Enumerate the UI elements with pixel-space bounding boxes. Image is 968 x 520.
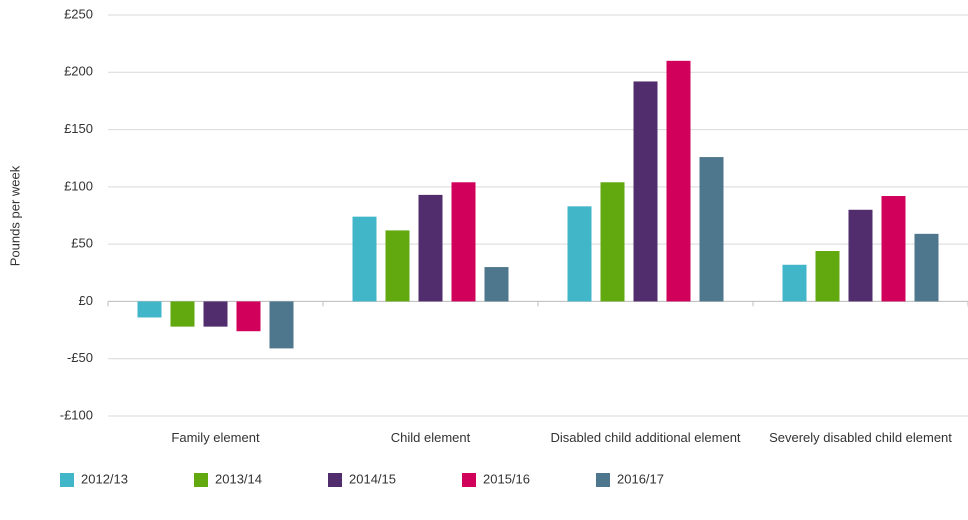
bar: [815, 251, 840, 302]
bar: [203, 301, 228, 327]
bar: [633, 81, 658, 302]
x-tick-label: Child element: [390, 430, 471, 445]
bar: [418, 194, 443, 302]
legend-swatch: [596, 473, 610, 487]
bar: [451, 182, 476, 302]
legend-swatch: [60, 473, 74, 487]
legend-swatch: [462, 473, 476, 487]
legend-label: 2012/13: [81, 471, 128, 486]
bar: [699, 157, 724, 302]
bar: [881, 196, 906, 302]
bar: [484, 267, 509, 302]
legend-label: 2016/17: [617, 471, 664, 486]
bar: [666, 60, 691, 302]
legend-label: 2015/16: [483, 471, 530, 486]
bar: [914, 233, 939, 302]
y-tick-label: £100: [64, 178, 93, 193]
bar: [782, 264, 807, 302]
y-tick-label: -£100: [60, 407, 93, 422]
bar: [137, 301, 162, 318]
bar: [600, 182, 625, 302]
bar: [352, 216, 377, 302]
y-tick-label: £200: [64, 64, 93, 79]
x-tick-label: Family element: [171, 430, 260, 445]
bar: [848, 209, 873, 302]
legend-label: 2013/14: [215, 471, 262, 486]
x-tick-label: Disabled child additional element: [550, 430, 741, 445]
x-tick-label: Severely disabled child element: [769, 430, 952, 445]
bar: [385, 230, 410, 302]
legend-swatch: [328, 473, 342, 487]
y-tick-label: £250: [64, 6, 93, 21]
bar: [170, 301, 195, 327]
bar: [236, 301, 261, 332]
y-tick-label: £0: [79, 293, 93, 308]
y-tick-label: £150: [64, 121, 93, 136]
bar: [567, 206, 592, 302]
y-axis-label: Pounds per week: [7, 165, 22, 266]
legend-swatch: [194, 473, 208, 487]
y-tick-label: -£50: [67, 350, 93, 365]
y-tick-label: £50: [71, 236, 93, 251]
bar: [269, 301, 294, 349]
legend-label: 2014/15: [349, 471, 396, 486]
